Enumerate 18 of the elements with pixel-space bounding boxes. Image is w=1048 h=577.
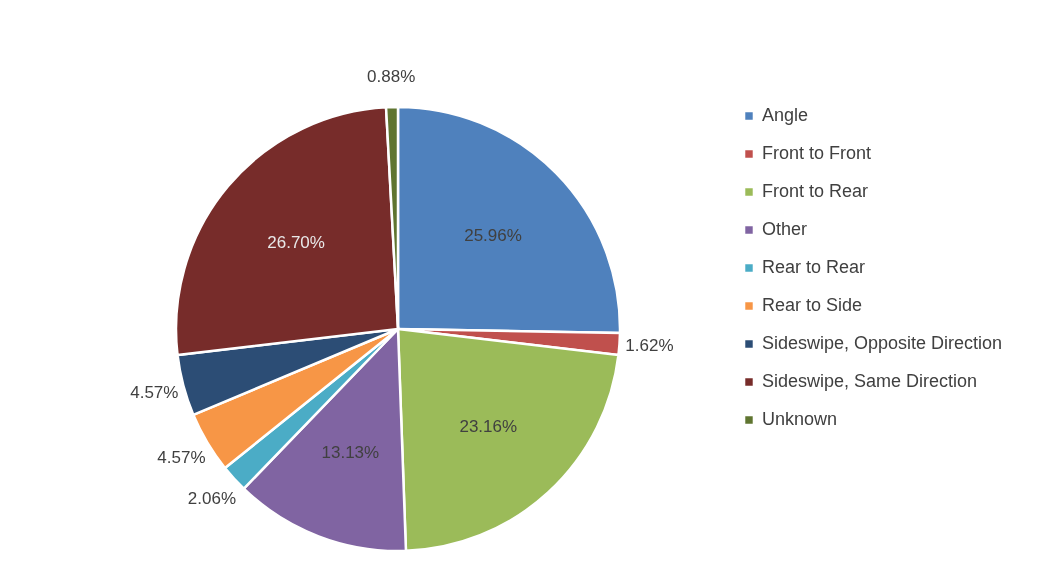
legend-label: Rear to Side xyxy=(762,295,863,315)
data-label: 4.57% xyxy=(130,383,179,403)
data-label: 25.96% xyxy=(464,225,522,245)
data-label: 4.57% xyxy=(157,447,206,467)
legend-label: Angle xyxy=(762,105,809,125)
legend-label: Other xyxy=(762,219,808,239)
data-label: 1.62% xyxy=(625,336,674,356)
data-label: 23.16% xyxy=(459,416,518,436)
data-label: 2.06% xyxy=(187,488,236,508)
data-label: 0.88% xyxy=(367,67,416,87)
legend-label: Unknown xyxy=(762,409,838,429)
data-label: 26.70% xyxy=(267,233,325,253)
legend-label: Front to Front xyxy=(762,143,872,163)
data-label: 13.13% xyxy=(321,443,380,463)
legend-label: Sideswipe, Opposite Direction xyxy=(762,333,1003,353)
legend-label: Sideswipe, Same Direction xyxy=(762,371,978,391)
legend-label: Rear to Rear xyxy=(762,257,866,277)
legend-label: Front to Rear xyxy=(762,181,869,201)
